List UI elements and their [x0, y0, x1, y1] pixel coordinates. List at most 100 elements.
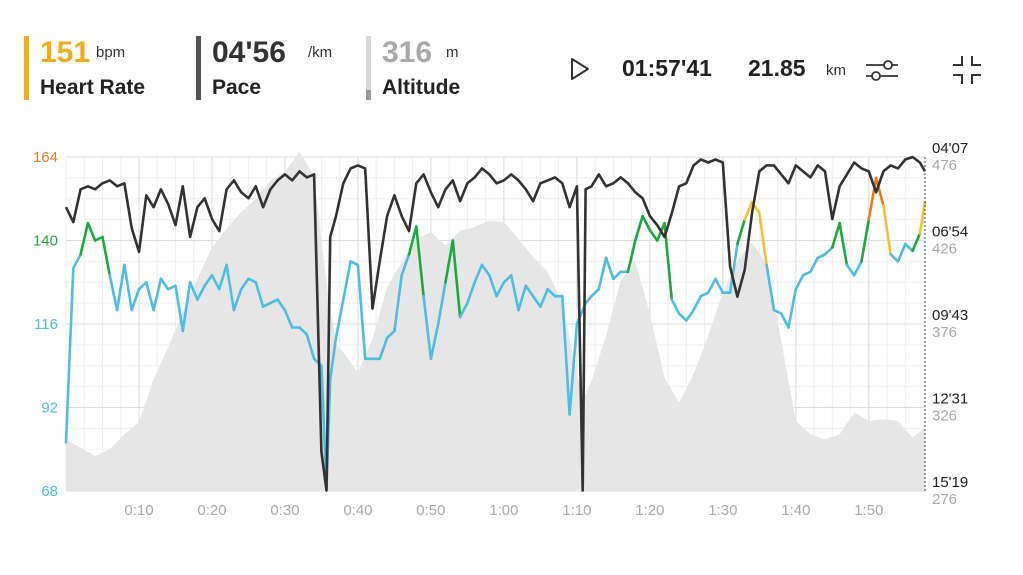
heart-rate-segment — [269, 298, 279, 305]
heart-rate-unit: bpm — [96, 44, 126, 61]
altitude-axis-tick-label: 276 — [932, 491, 957, 508]
heart-rate-segment — [874, 176, 885, 207]
heart-rate-segment — [422, 294, 433, 361]
heart-rate-segment — [181, 281, 192, 333]
altitude-axis-tick-label: 426 — [932, 241, 957, 258]
heart-rate-segment — [159, 277, 170, 291]
altitude-value: 316 — [382, 36, 433, 69]
heart-rate-segment — [108, 274, 119, 312]
heart-rate-segment — [79, 221, 90, 256]
altitude-metric[interactable]: 316 m Altitude — [366, 36, 496, 100]
heart-rate-segment — [137, 281, 148, 291]
pace-axis-tick-label: 15'19 — [932, 474, 968, 491]
heart-rate-segment — [641, 214, 652, 232]
heart-rate-segment — [145, 281, 155, 312]
x-axis-tick-label: 0:30 — [270, 502, 299, 519]
pace-axis-tick-label: 09'43 — [932, 307, 968, 324]
x-axis-tick-label: 0:20 — [197, 502, 226, 519]
heart-rate-segment — [604, 256, 615, 281]
pace-line — [64, 155, 927, 492]
heart-rate-segment — [509, 274, 520, 312]
x-axis-tick-label: 1:30 — [708, 502, 737, 519]
heart-rate-segment — [254, 281, 265, 308]
heart-rate-segment — [896, 242, 907, 263]
heart-rate-indicator-bar — [24, 36, 29, 100]
heart-rate-segment — [852, 260, 863, 277]
heart-rate-segment — [590, 287, 601, 298]
left-axis-tick-label: 164 — [33, 149, 58, 166]
heart-rate-segment — [531, 294, 542, 308]
heart-rate-segment — [612, 270, 623, 281]
heart-rate-value: 151 — [40, 36, 91, 69]
heart-rate-segment — [414, 225, 425, 298]
heart-rate-segment — [823, 246, 834, 256]
pace-value: 04'56 — [212, 36, 286, 69]
collapse-icon[interactable] — [951, 54, 983, 86]
heart-rate-segment — [93, 235, 104, 242]
heart-rate-segment — [487, 274, 498, 298]
heart-rate-segment — [473, 263, 484, 284]
heart-rate-segment — [626, 239, 637, 274]
x-axis-tick-label: 1:40 — [781, 502, 810, 519]
heart-rate-segment — [670, 298, 681, 315]
sliders-icon[interactable] — [864, 57, 900, 83]
distance-value: 21.85 — [748, 55, 806, 81]
heart-rate-segment — [903, 242, 914, 253]
heart-rate-segment — [298, 326, 309, 336]
heart-rate-segment — [597, 256, 608, 291]
heart-rate-segment — [838, 221, 849, 267]
heart-rate-segment — [356, 263, 367, 361]
heart-rate-segment — [809, 256, 820, 274]
heart-rate-segment — [283, 308, 294, 329]
heart-rate-segment — [239, 277, 250, 291]
heart-rate-segment — [115, 263, 126, 312]
x-axis-tick-label: 1:10 — [562, 502, 591, 519]
heart-rate-segment — [845, 263, 856, 277]
heart-rate-segment — [889, 253, 900, 263]
pace-metric[interactable]: 04'56 /km Pace — [196, 36, 346, 100]
heart-rate-segment — [495, 281, 506, 298]
pace-indicator-bar — [196, 36, 201, 100]
left-axis-tick-label: 116 — [34, 316, 58, 333]
heart-rate-segment — [911, 232, 922, 253]
heart-rate-segment — [539, 287, 550, 308]
heart-rate-segment — [203, 274, 214, 287]
heart-rate-segment — [458, 301, 469, 319]
heart-rate-segment — [378, 336, 389, 361]
heart-rate-segment — [568, 322, 579, 416]
x-axis-tick-label: 1:20 — [635, 502, 664, 519]
heart-rate-segment — [385, 329, 396, 340]
heart-rate-segment — [743, 200, 754, 221]
heart-rate-segment — [466, 281, 477, 305]
heart-rate-segment — [400, 253, 411, 277]
play-icon[interactable] — [569, 56, 591, 82]
heart-rate-segment — [86, 221, 97, 242]
altitude-area — [66, 152, 925, 491]
heart-rate-segment — [692, 294, 703, 312]
heart-rate-segment — [232, 287, 243, 312]
heart-rate-segment — [210, 274, 221, 291]
pace-label: Pace — [212, 76, 262, 99]
pace-axis-tick-label: 04'07 — [932, 140, 968, 157]
duration-value: 01:57'41 — [622, 55, 712, 81]
altitude-axis-tick-label: 376 — [932, 324, 957, 341]
heart-rate-segment — [706, 277, 717, 294]
heart-rate-segment — [699, 291, 710, 298]
heart-rate-segment — [225, 263, 236, 312]
heart-rate-segment — [407, 225, 418, 256]
heart-rate-segment — [502, 274, 513, 284]
heart-rate-segment — [517, 284, 528, 312]
heart-rate-segment — [444, 239, 455, 284]
heart-rate-segment — [560, 294, 571, 416]
heart-rate-segment — [546, 287, 557, 298]
heart-rate-segment — [429, 322, 440, 361]
heart-rate-segment — [436, 281, 447, 326]
heart-rate-segment — [196, 284, 206, 301]
heart-rate-segment — [794, 274, 805, 291]
heart-rate-segment — [801, 270, 812, 277]
heart-rate-metric[interactable]: 151 bpm Heart Rate — [24, 36, 174, 100]
heart-rate-segment — [130, 287, 141, 312]
x-axis-tick-label: 0:10 — [124, 502, 153, 519]
